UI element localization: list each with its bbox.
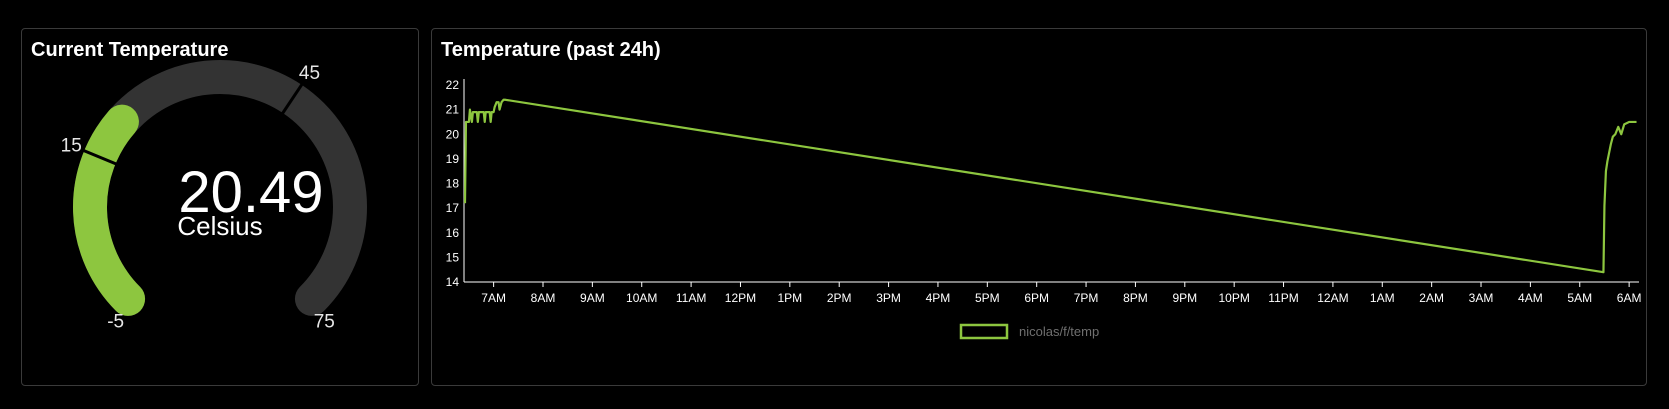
x-tick-label: 1PM xyxy=(777,291,802,305)
x-tick-label: 8PM xyxy=(1123,291,1148,305)
gauge-panel-title: Current Temperature xyxy=(31,39,229,61)
x-axis: 7AM 8AM 9AM 10AM 11AM 12PM 1PM 2PM 3PM 4PM 5PM 6PM 7… xyxy=(464,281,1642,305)
y-tick-label: 15 xyxy=(446,250,460,264)
y-tick-label: 18 xyxy=(446,177,460,191)
x-tick-label: 8AM xyxy=(531,291,556,305)
x-tick-label: 4PM xyxy=(926,291,951,305)
x-tick-label: 3PM xyxy=(876,291,901,305)
x-tick-label: 1AM xyxy=(1370,291,1395,305)
gauge-mark-label-15: 15 xyxy=(61,135,82,156)
x-tick-label: 12PM xyxy=(725,291,756,305)
gauge-unit-text: Celsius xyxy=(177,211,262,241)
temperature-line-chart: 14 15 16 17 18 19 20 21 22 7AM 8AM 9AM 10AM 11AM 12PM… xyxy=(446,78,1642,340)
x-tick-label: 11AM xyxy=(676,291,706,305)
x-tick-label: 10AM xyxy=(626,291,657,305)
x-tick-label: 6PM xyxy=(1024,291,1049,305)
y-tick-label: 21 xyxy=(446,103,460,117)
x-tick-label: 11PM xyxy=(1268,291,1298,305)
temperature-history-panel: Temperature (past 24h) 14 15 16 17 18 19 20 21 2… xyxy=(431,28,1647,386)
current-temperature-panel: Current Temperature 20.49 Celsius -5 75 … xyxy=(21,28,419,386)
gauge-value-text: 20.49 xyxy=(178,160,323,225)
x-tick-label: 6AM xyxy=(1617,291,1642,305)
temperature-gauge: 20.49 Celsius -5 75 15 45 xyxy=(61,60,367,332)
chart-legend[interactable]: nicolas/f/temp xyxy=(959,323,1099,340)
y-axis: 14 15 16 17 18 19 20 21 22 xyxy=(446,78,465,289)
gauge-value-arc xyxy=(73,104,146,316)
x-tick-label: 10PM xyxy=(1218,291,1249,305)
y-tick-label: 16 xyxy=(446,226,460,240)
y-tick-label: 22 xyxy=(446,78,460,92)
gauge-mark-label-45: 45 xyxy=(299,63,320,84)
y-tick-label: 20 xyxy=(446,127,460,141)
gauge-segment-mark-45 xyxy=(280,83,304,115)
gauge-max-label: 75 xyxy=(314,311,335,332)
chart-panel-title: Temperature (past 24h) xyxy=(441,39,661,61)
x-tick-label: 12AM xyxy=(1317,291,1348,305)
x-tick-label: 9PM xyxy=(1172,291,1197,305)
y-tick-label: 19 xyxy=(446,152,460,166)
legend-label[interactable]: nicolas/f/temp xyxy=(1019,324,1099,339)
legend-swatch[interactable] xyxy=(959,323,1009,340)
x-tick-label: 2AM xyxy=(1419,291,1444,305)
x-tick-label: 7PM xyxy=(1074,291,1099,305)
y-tick-label: 14 xyxy=(446,275,460,289)
x-tick-label: 5PM xyxy=(975,291,1000,305)
x-tick-label: 2PM xyxy=(827,291,852,305)
x-tick-label: 5AM xyxy=(1567,291,1592,305)
series-line-nicolas-f-temp xyxy=(463,98,1637,274)
gauge-segment-mark-15 xyxy=(82,148,118,166)
y-tick-label: 17 xyxy=(446,201,460,215)
x-tick-label: 9AM xyxy=(580,291,605,305)
gauge-min-label: -5 xyxy=(107,311,124,332)
x-tick-label: 3AM xyxy=(1469,291,1494,305)
x-tick-label: 4AM xyxy=(1518,291,1543,305)
x-tick-label: 7AM xyxy=(481,291,506,305)
